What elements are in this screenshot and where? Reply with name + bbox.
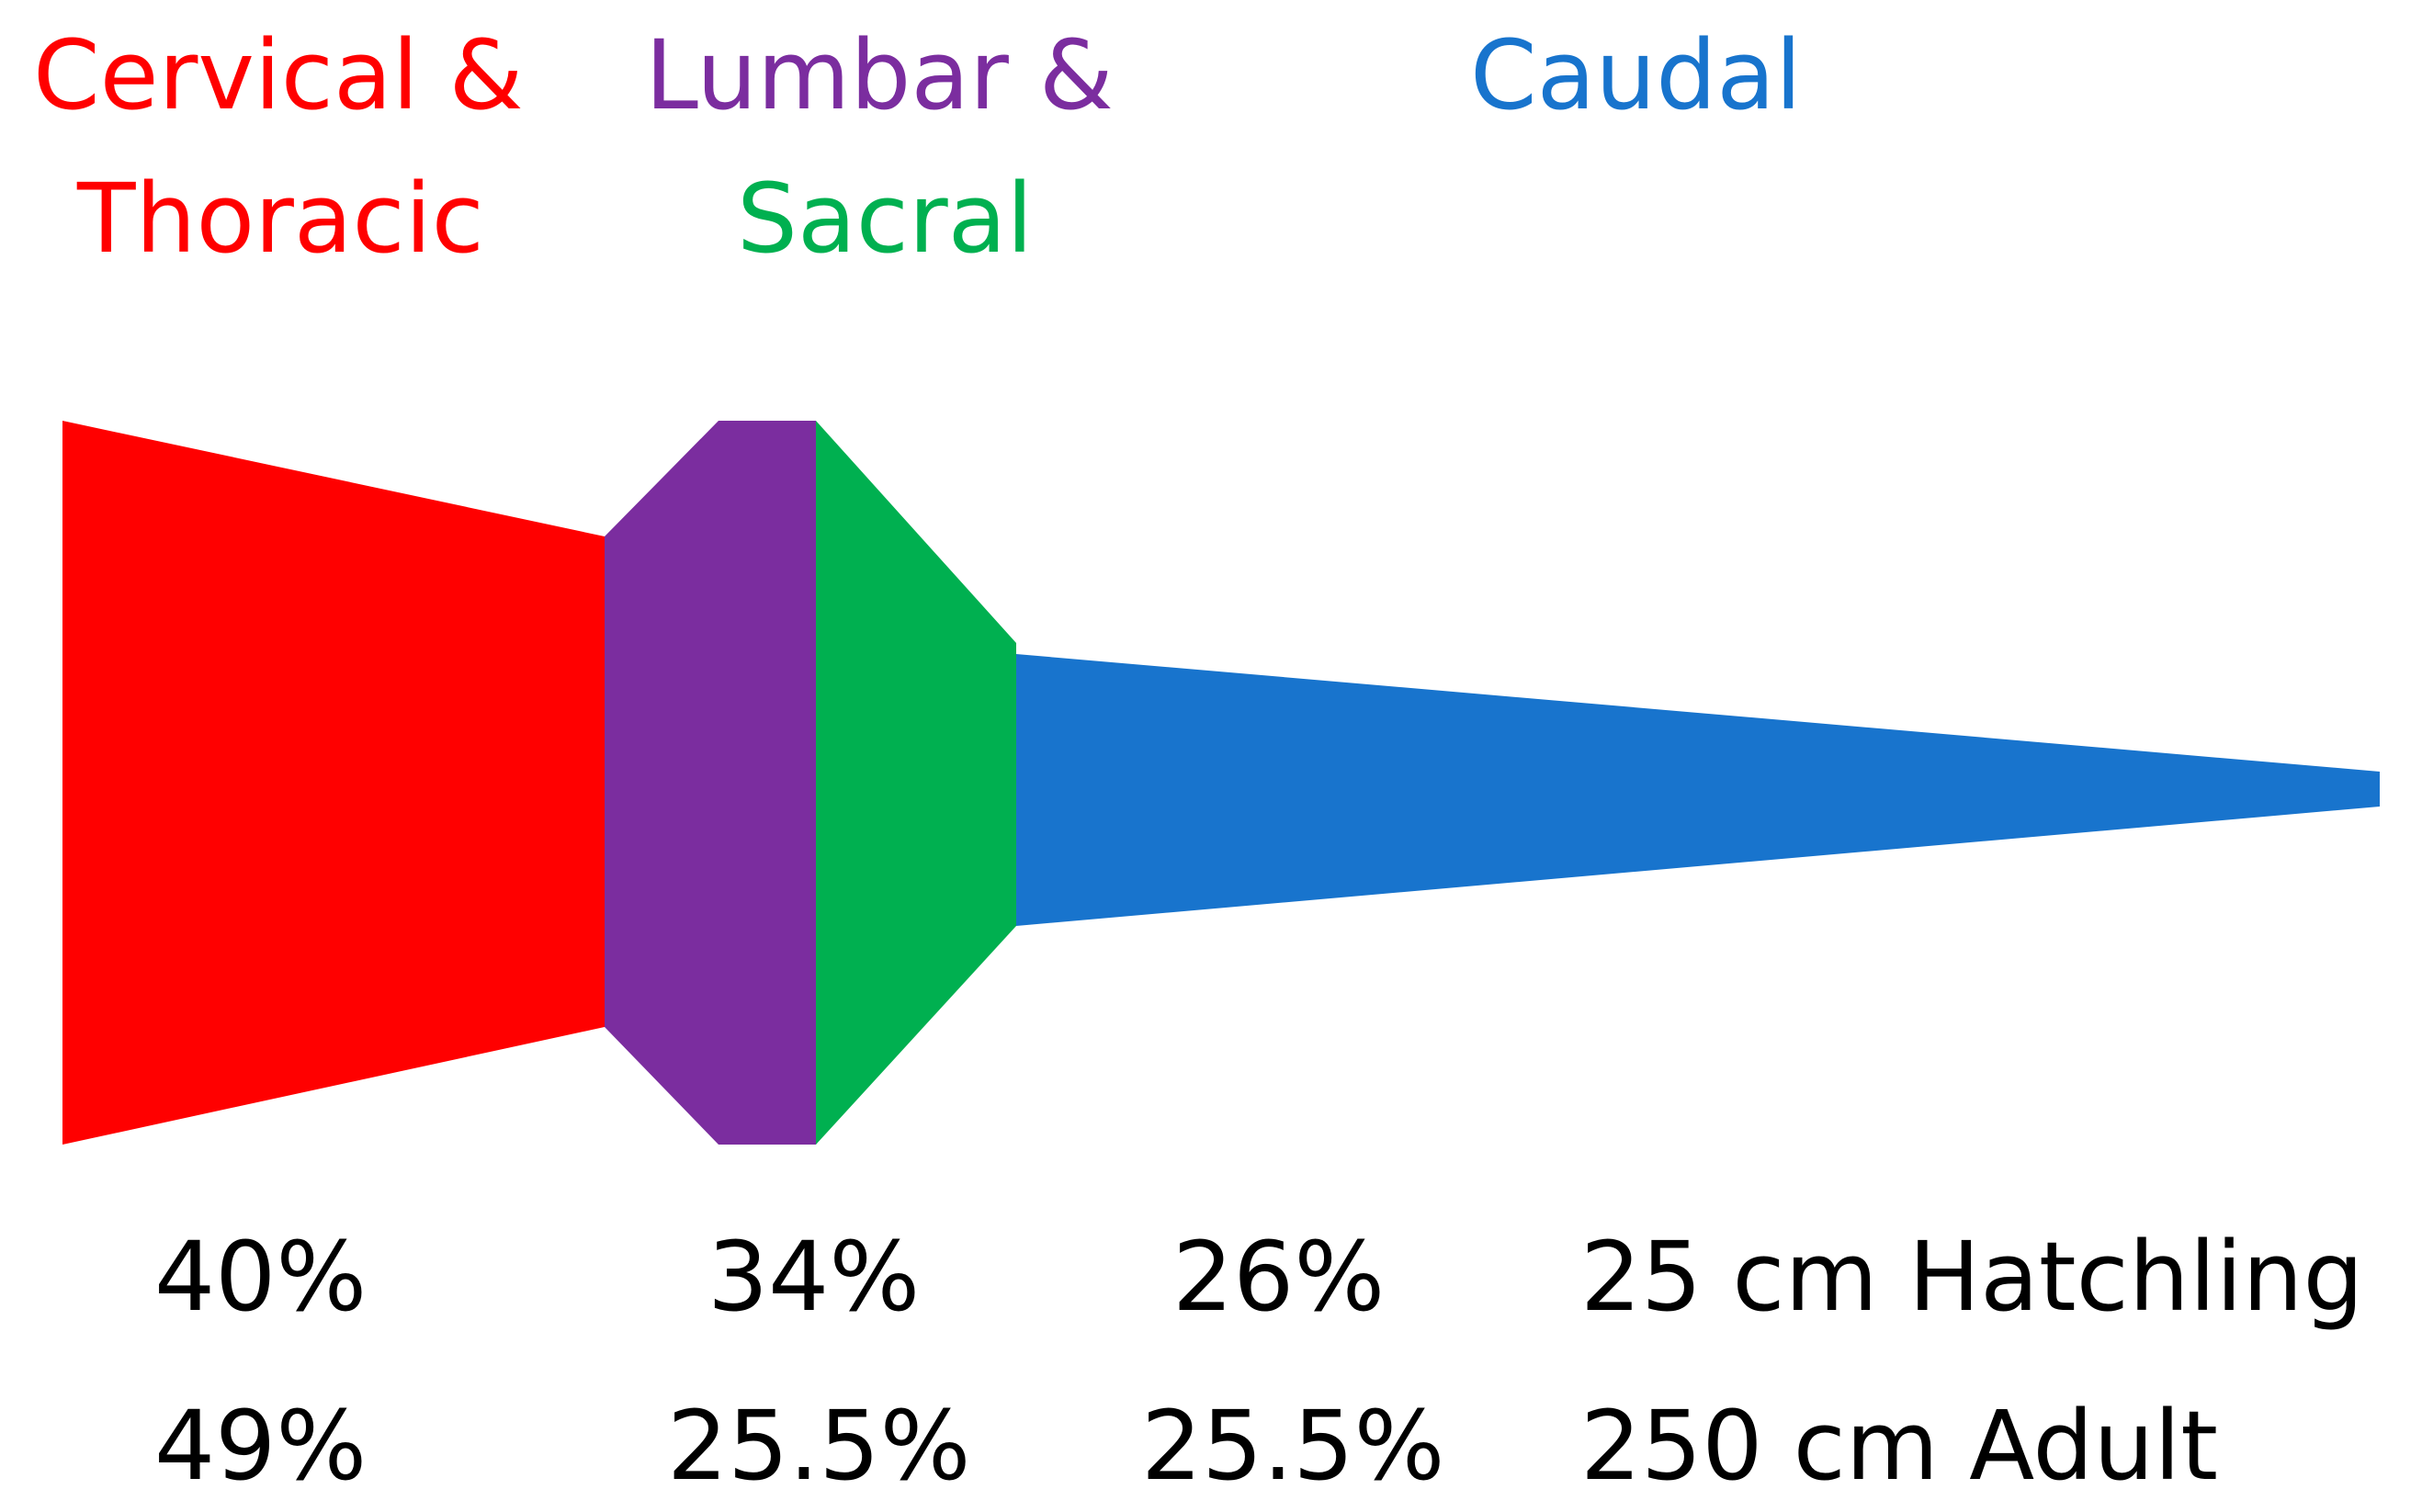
caudal-segment [1016, 654, 2380, 926]
cervical-label: Cervical & Thoracic [33, 28, 524, 266]
sacral-label: Sacral [737, 163, 1034, 275]
adult-caudal-pct: 25.5% [1141, 1390, 1445, 1502]
sacral-segment [816, 421, 1016, 1145]
hatchling-size-label: 25 cm Hatchling [1580, 1221, 2364, 1333]
adult-cervical-pct: 49% [154, 1390, 368, 1502]
adult-lumbar-sacral-pct: 25.5% [667, 1390, 971, 1502]
cervical-label-line1: Cervical & [33, 19, 524, 131]
cervical-label-line2: Thoracic [77, 163, 484, 275]
lumbar-segment [605, 421, 816, 1145]
caudal-label: Caudal [1470, 19, 1802, 131]
cervical-thoracic-segment [62, 421, 605, 1145]
hatchling-caudal-pct: 26% [1172, 1221, 1386, 1333]
lumbar-label: Lumbar & [645, 19, 1114, 131]
hatchling-lumbar-sacral-pct: 34% [707, 1221, 921, 1333]
adult-size-label: 250 cm Adult [1580, 1390, 2219, 1502]
hatchling-cervical-pct: 40% [154, 1221, 368, 1333]
